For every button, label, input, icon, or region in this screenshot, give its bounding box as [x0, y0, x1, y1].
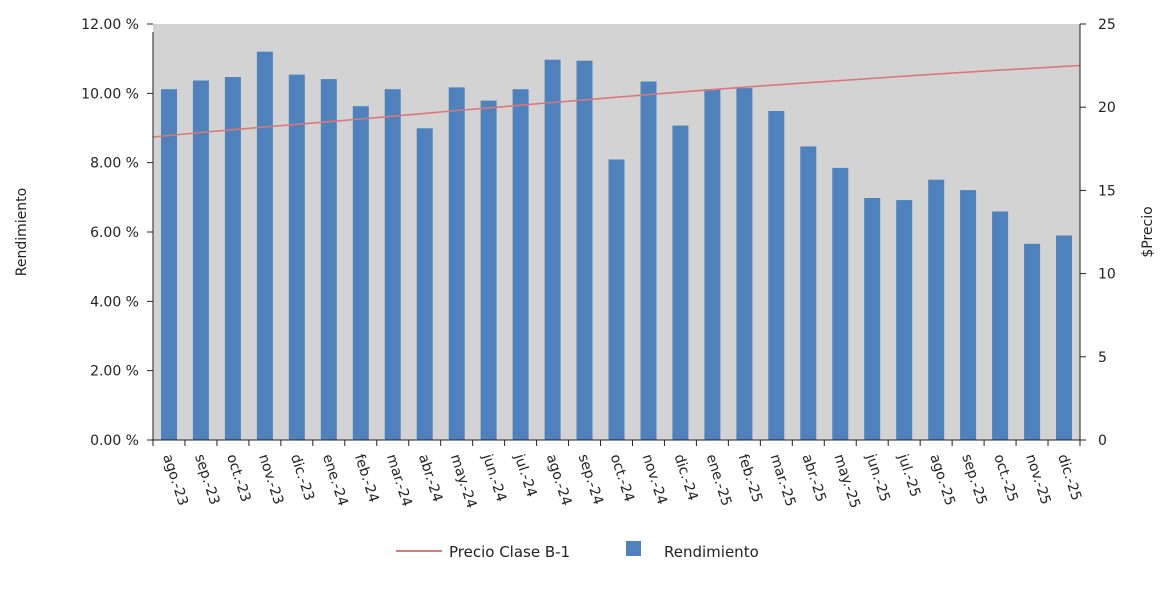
x-tick-label: jul.-25	[894, 451, 923, 499]
legend-bar-swatch	[626, 541, 641, 556]
bar-dic.-25	[1056, 235, 1072, 440]
y-tick-label: 6.00 %	[90, 225, 139, 241]
bars-layer	[161, 51, 1072, 441]
y2-tick-label: 25	[1098, 17, 1116, 33]
x-tick-label: ene.-24	[319, 452, 351, 508]
x-tick-label: feb.-24	[351, 452, 382, 504]
bar-oct.-23	[224, 77, 241, 440]
x-tick-label: abr.-25	[798, 452, 828, 504]
bar-may.-25	[832, 167, 849, 440]
bar-abr.-24	[416, 128, 433, 441]
y-tick-label: 12.00 %	[81, 17, 139, 33]
bar-sep.-23	[192, 80, 209, 440]
legend-label-rendimiento: Rendimiento	[664, 543, 759, 561]
y2-tick-label: 0	[1098, 433, 1107, 449]
x-tick-label: abr.-24	[415, 452, 445, 504]
x-tick-label: ago.-25	[926, 452, 958, 507]
y2-tick-label: 10	[1098, 267, 1116, 283]
x-tick-label: ago.-24	[543, 452, 575, 508]
bar-dic.-24	[672, 125, 689, 440]
y-axis-title: Rendimiento	[14, 188, 30, 276]
y2-axis-title: $Precio	[1140, 206, 1156, 257]
bar-ago.-24	[544, 59, 561, 440]
bar-feb.-24	[352, 106, 369, 440]
y-tick-label: 10.00 %	[81, 86, 139, 102]
bar-jul.-25	[896, 200, 913, 440]
bar-ago.-25	[928, 179, 945, 440]
bar-nov.-25	[1024, 243, 1041, 440]
bar-may.-24	[448, 87, 465, 441]
y-tick-label: 0.00 %	[90, 433, 139, 449]
bar-abr.-25	[800, 146, 817, 440]
bar-ene.-24	[320, 79, 337, 440]
bar-jun.-24	[480, 100, 497, 440]
y-tick-label: 8.00 %	[90, 156, 139, 172]
x-tick-label: may.-24	[447, 452, 479, 510]
x-tick-label: sep.-24	[575, 452, 606, 507]
x-tick-label: feb.-25	[735, 452, 766, 504]
bar-oct.-24	[608, 159, 625, 440]
y2-tick-label: 15	[1098, 183, 1116, 199]
x-tick-label: dic.-24	[671, 452, 701, 502]
price-line	[152, 64, 1081, 138]
x-tick-label: oct.-24	[607, 452, 637, 504]
bar-mar.-25	[768, 111, 785, 440]
x-tick-label: mar.-24	[383, 452, 415, 508]
bar-sep.-25	[960, 190, 977, 440]
bar-mar.-24	[384, 89, 401, 440]
x-tick-label: nov.-24	[639, 452, 670, 506]
x-tick-label: nov.-25	[1022, 452, 1053, 506]
bar-jul.-24	[512, 89, 529, 440]
x-tick-label: may.-25	[830, 452, 862, 510]
x-tick-label: ago.-23	[159, 452, 191, 507]
bar-jun.-25	[864, 198, 881, 440]
x-tick-label: jun.-25	[862, 451, 893, 503]
bar-ene.-25	[704, 89, 721, 440]
y-tick-label: 2.00 %	[90, 364, 139, 380]
line-layer	[152, 64, 1081, 138]
legend-label-precio: Precio Clase B-1	[449, 543, 570, 561]
bar-sep.-24	[576, 60, 593, 440]
legend: Precio Clase B-1 Rendimiento	[396, 541, 759, 561]
x-tick-label: ene.-25	[703, 452, 735, 508]
y2-tick-label: 20	[1098, 100, 1116, 116]
bar-oct.-25	[992, 211, 1009, 440]
bar-ago.-23	[161, 89, 177, 440]
x-tick-label: sep.-23	[191, 452, 222, 507]
y2-tick-label: 5	[1098, 350, 1107, 366]
x-tick-label: dic.-23	[287, 452, 317, 502]
x-tick-label: sep.-25	[958, 452, 989, 507]
x-tick-label: mar.-25	[767, 452, 799, 508]
bar-dic.-23	[288, 74, 305, 440]
bar-nov.-24	[640, 81, 657, 440]
x-tick-label: oct.-23	[223, 452, 253, 504]
bar-nov.-23	[256, 51, 273, 440]
y-tick-label: 4.00 %	[90, 294, 139, 310]
bar-feb.-25	[736, 88, 753, 440]
x-tick-label: dic.-25	[1054, 452, 1084, 502]
x-tick-label: jul.-24	[510, 451, 539, 499]
x-tick-label: nov.-23	[255, 452, 286, 506]
x-tick-label: oct.-25	[990, 452, 1020, 504]
x-tick-label: jun.-24	[479, 451, 510, 504]
